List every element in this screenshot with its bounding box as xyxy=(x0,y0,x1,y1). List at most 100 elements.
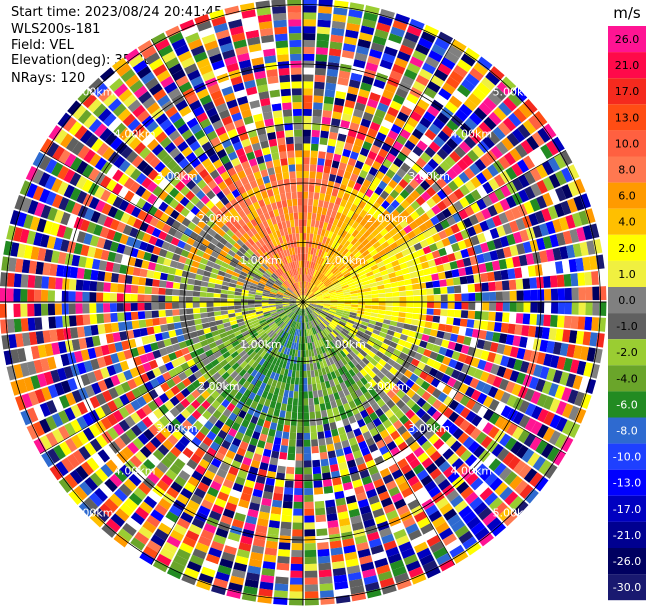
velocity-gate xyxy=(351,229,359,238)
velocity-gate xyxy=(362,264,371,271)
velocity-gate xyxy=(303,177,309,185)
velocity-gate xyxy=(284,487,294,495)
velocity-gate xyxy=(404,239,414,249)
velocity-gate xyxy=(505,334,515,346)
velocity-gate xyxy=(436,381,447,392)
velocity-gate xyxy=(317,249,323,257)
velocity-gate xyxy=(275,351,281,359)
velocity-gate xyxy=(335,336,343,343)
velocity-gate xyxy=(278,352,284,360)
velocity-gate xyxy=(340,56,354,66)
velocity-gate xyxy=(283,494,293,502)
velocity-gate xyxy=(275,576,289,585)
velocity-gate xyxy=(395,357,405,366)
velocity-gate xyxy=(425,504,439,517)
info-nrays: NRays: 120 xyxy=(11,71,86,86)
velocity-gate xyxy=(308,314,312,322)
velocity-gate xyxy=(325,317,332,323)
velocity-gate xyxy=(296,432,303,440)
velocity-gate xyxy=(561,387,572,402)
velocity-gate xyxy=(523,170,536,185)
velocity-gate xyxy=(494,188,506,201)
velocity-gate xyxy=(337,426,346,436)
velocity-gate xyxy=(407,230,417,240)
velocity-gate xyxy=(442,384,453,395)
velocity-gate xyxy=(197,415,208,426)
velocity-gate xyxy=(265,477,275,486)
velocity-gate xyxy=(449,70,464,84)
velocity-gate xyxy=(410,210,420,221)
velocity-gate xyxy=(498,102,512,117)
velocity-gate xyxy=(309,404,315,413)
velocity-gate xyxy=(405,284,413,291)
velocity-gate xyxy=(337,77,349,86)
velocity-gate xyxy=(341,177,350,186)
velocity-gate xyxy=(384,409,395,419)
velocity-gate xyxy=(384,83,398,94)
velocity-gate xyxy=(401,447,413,458)
velocity-gate xyxy=(314,185,321,193)
velocity-gate xyxy=(153,271,162,280)
velocity-gate xyxy=(391,385,401,395)
velocity-gate xyxy=(331,554,344,563)
velocity-gate xyxy=(542,123,557,139)
velocity-gate xyxy=(314,494,324,502)
velocity-gate xyxy=(381,584,397,595)
velocity-gate xyxy=(321,123,330,132)
velocity-gate xyxy=(421,391,432,402)
velocity-gate xyxy=(561,419,574,435)
velocity-gate xyxy=(303,384,308,392)
velocity-gate xyxy=(375,131,387,142)
velocity-gate xyxy=(230,397,240,407)
velocity-gate xyxy=(200,475,213,487)
velocity-gate xyxy=(104,498,119,513)
velocity-gate xyxy=(234,415,244,425)
velocity-gate xyxy=(346,92,358,102)
velocity-gate xyxy=(322,345,329,353)
velocity-gate xyxy=(294,488,303,496)
velocity-gate xyxy=(203,560,218,571)
velocity-gate xyxy=(496,447,510,462)
velocity-gate xyxy=(396,504,410,516)
velocity-gate xyxy=(528,151,542,167)
velocity-gate xyxy=(356,267,365,274)
velocity-gate xyxy=(311,312,317,319)
velocity-gate xyxy=(555,186,567,202)
velocity-gate xyxy=(493,106,507,121)
velocity-gate xyxy=(231,518,245,529)
velocity-gate xyxy=(355,282,363,288)
velocity-gate xyxy=(408,151,420,162)
velocity-gate xyxy=(261,343,269,351)
velocity-gate xyxy=(369,237,378,246)
velocity-gate xyxy=(468,292,476,301)
velocity-gate xyxy=(160,427,172,439)
velocity-gate xyxy=(312,205,318,214)
velocity-gate xyxy=(438,363,448,374)
velocity-gate xyxy=(548,382,559,397)
velocity-gate xyxy=(303,164,310,172)
velocity-gate xyxy=(349,350,357,359)
velocity-gate xyxy=(459,276,468,285)
velocity-gate xyxy=(432,233,442,243)
velocity-gate xyxy=(160,324,169,333)
velocity-gate xyxy=(372,393,382,402)
velocity-gate xyxy=(523,98,538,114)
velocity-gate xyxy=(342,481,353,491)
velocity-gate xyxy=(349,203,358,213)
velocity-gate xyxy=(347,194,356,204)
velocity-gate xyxy=(490,145,503,159)
velocity-gate xyxy=(566,198,578,213)
velocity-gate xyxy=(369,282,378,288)
velocity-gate xyxy=(247,508,259,518)
velocity-gate xyxy=(250,551,264,561)
velocity-gate xyxy=(304,577,318,585)
velocity-gate xyxy=(105,459,119,473)
velocity-gate xyxy=(275,318,282,324)
velocity-gate xyxy=(317,368,323,377)
velocity-gate xyxy=(400,404,411,415)
velocity-gate xyxy=(509,495,524,511)
velocity-gate xyxy=(451,39,467,53)
velocity-gate xyxy=(333,346,340,354)
velocity-gate xyxy=(406,259,415,268)
velocity-gate xyxy=(340,357,348,366)
